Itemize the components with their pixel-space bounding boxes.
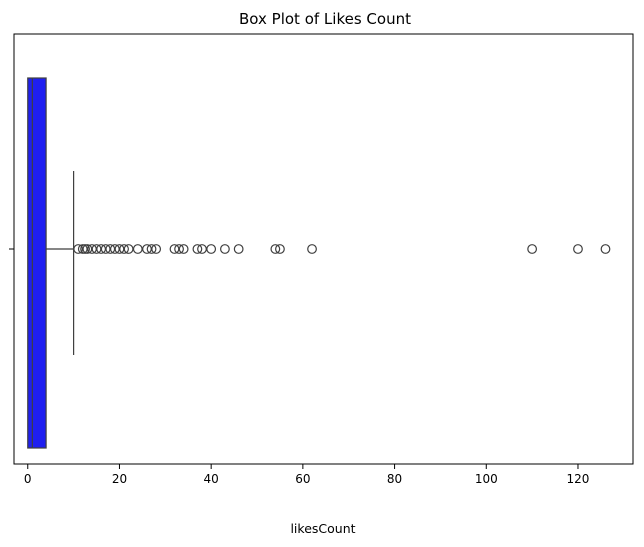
- x-tick-label: 120: [567, 472, 590, 486]
- outlier-point: [178, 244, 189, 254]
- outlier-point: [307, 244, 317, 254]
- x-axis-label: likesCount: [290, 521, 355, 536]
- x-tick-label: 40: [204, 472, 219, 486]
- outlier-point: [275, 244, 285, 254]
- outlier-point: [206, 244, 217, 254]
- box-iqr: [27, 77, 47, 449]
- outlier-point: [192, 244, 203, 254]
- x-tick-label: 0: [24, 472, 32, 486]
- plot-frame: [13, 33, 634, 465]
- x-tick-label: 80: [387, 472, 402, 486]
- outlier-point: [573, 244, 583, 254]
- plot-area: [27, 77, 611, 449]
- outlier-point: [119, 244, 129, 254]
- chart-title: Box Plot of Likes Count: [239, 10, 411, 28]
- x-axis-ticks: 0 20 40 60 80 100 120: [24, 464, 589, 486]
- x-tick-label: 100: [475, 472, 498, 486]
- outlier-point: [151, 244, 162, 254]
- outlier-point: [132, 244, 143, 254]
- outlier-point: [146, 244, 157, 254]
- outlier-point: [270, 244, 281, 254]
- outlier-point: [600, 244, 611, 254]
- outlier-point: [527, 244, 538, 254]
- outlier-point: [233, 244, 244, 254]
- x-tick-label: 20: [112, 472, 127, 486]
- outlier-point: [174, 244, 184, 254]
- x-tick-label: 60: [295, 472, 310, 486]
- outlier-point: [220, 244, 230, 254]
